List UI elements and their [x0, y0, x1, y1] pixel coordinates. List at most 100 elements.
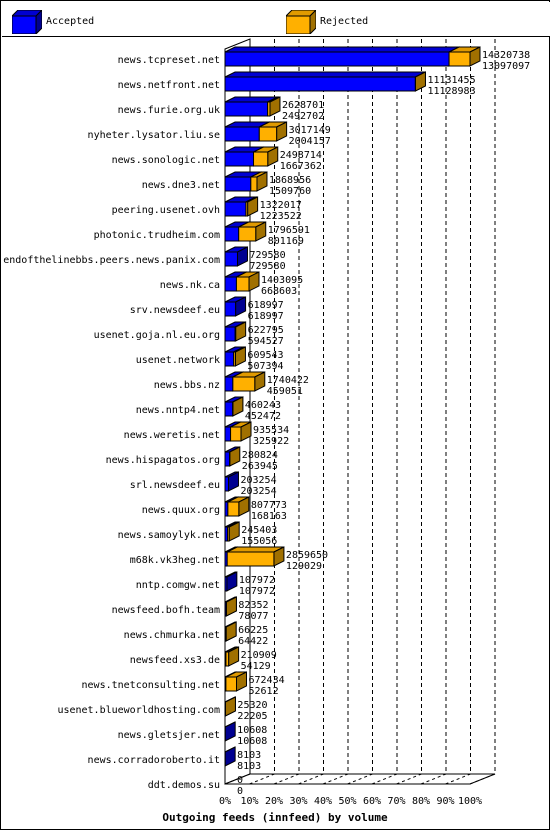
host-label: news.weretis.net: [124, 430, 220, 441]
floor-tick: [347, 773, 373, 785]
x-tick-label: 10%: [240, 796, 258, 807]
accepted-value-label: 2492702: [282, 111, 324, 122]
rejected-value-label: 203254: [240, 475, 276, 486]
host-label: usenet.goja.nl.eu.org: [94, 330, 220, 341]
accepted-value-label: 325922: [253, 436, 289, 447]
rejected-value-label: 11131455: [427, 75, 475, 86]
host-label: news.corradoroberto.it: [88, 755, 220, 766]
host-label: news.chmurka.net: [124, 630, 220, 641]
accepted-value-label: 0: [237, 786, 243, 797]
legend-rejected: Rejected: [284, 8, 406, 36]
host-label: endofthelinebbs.peers.news.panix.com: [3, 255, 220, 266]
host-label: srl.newsdeef.eu: [130, 480, 220, 491]
accepted-value-label: 54129: [241, 661, 271, 672]
floor-tick: [469, 773, 496, 785]
accepted-value-label: 64422: [238, 636, 268, 647]
host-label: usenet.blueworldhosting.com: [57, 705, 220, 716]
rejected-value-label: 2859650: [286, 550, 328, 561]
rejected-value-label: 1322017: [260, 200, 302, 211]
accepted-bar-top: [224, 46, 460, 53]
host-label: news.dne3.net: [142, 180, 220, 191]
rejected-bar: [267, 101, 271, 117]
x-tick-label: 30%: [289, 796, 307, 807]
accepted-bar: [224, 276, 237, 292]
accepted-value-label: 22205: [237, 711, 267, 722]
accepted-value-label: 801169: [268, 236, 304, 247]
rejected-bar: [448, 51, 471, 67]
floor-tick: [445, 773, 471, 785]
legend: Accepted Rejected: [2, 2, 550, 37]
rejected-bar: [258, 126, 278, 142]
floor-tick: [322, 773, 349, 785]
host-label: m68k.vk3heg.net: [130, 555, 220, 566]
host-label: news.samoylyk.net: [118, 530, 220, 541]
host-label: newsfeed.xs3.de: [130, 655, 220, 666]
accepted-value-label: 11128983: [427, 86, 475, 97]
rejected-value-label: 1403095: [261, 275, 303, 286]
x-tick-label: 90%: [436, 796, 454, 807]
accepted-bar: [224, 351, 235, 367]
rejected-bar: [238, 226, 257, 242]
host-label: news.sonologic.net: [112, 155, 220, 166]
accepted-bar-top: [224, 71, 426, 78]
rejected-value-label: 807773: [251, 500, 287, 511]
accepted-value-label: 594527: [248, 336, 284, 347]
accepted-value-label: 129029: [286, 561, 322, 572]
accepted-bar: [224, 251, 238, 267]
rejected-value-label: 1740422: [267, 375, 309, 386]
legend-accepted: Accepted: [10, 8, 132, 36]
accepted-value-label: 1223522: [260, 211, 302, 222]
host-label: news.tcpreset.net: [118, 55, 220, 66]
floor-tick: [396, 773, 422, 785]
accepted-bar: [224, 301, 237, 317]
rejected-value-label: 107972: [239, 575, 275, 586]
host-label: news.bbs.nz: [154, 380, 220, 391]
accepted-value-label: 107972: [239, 586, 275, 597]
floor-tick: [249, 773, 275, 785]
rejected-value-label: 1796591: [268, 225, 310, 236]
floor-tick: [371, 773, 398, 785]
rejected-value-label: 672434: [249, 675, 285, 686]
rejected-value-label: 66225: [238, 625, 268, 636]
rejected-value-label: 8103: [237, 750, 261, 761]
host-label: nyheter.lysator.liu.se: [88, 130, 220, 141]
host-label: news.hispagatos.org: [106, 455, 220, 466]
accepted-bar: [224, 476, 229, 492]
rejected-value-label: 609543: [247, 350, 283, 361]
rejected-value-label: 14320738: [482, 50, 530, 61]
host-label: news.tnetconsulting.net: [82, 680, 220, 691]
accepted-value-label: 203254: [240, 486, 276, 497]
x-tick-label: 80%: [412, 796, 430, 807]
accepted-bar: [224, 51, 450, 67]
accepted-bar: [224, 126, 260, 142]
floor-tick: [298, 773, 324, 785]
accepted-value-label: 459051: [267, 386, 303, 397]
x-tick-label: 0%: [219, 796, 231, 807]
host-label: nntp.comgw.net: [136, 580, 220, 591]
rejected-bar: [227, 526, 230, 542]
accepted-value-label: 78077: [238, 611, 268, 622]
accepted-bar: [224, 201, 247, 217]
accepted-value-label: 2004157: [289, 136, 331, 147]
rejected-value-label: 622795: [248, 325, 284, 336]
rejected-bar: [225, 651, 230, 667]
accepted-value-label: 507394: [247, 361, 283, 372]
rejected-value-label: 10608: [237, 725, 267, 736]
x-tick-label: 40%: [314, 796, 332, 807]
rejected-value-label: 935534: [253, 425, 289, 436]
host-label: news.furie.org.uk: [118, 105, 220, 116]
rejected-bar: [235, 276, 250, 292]
x-tick-label: 100%: [458, 796, 482, 807]
x-tick-label: 50%: [338, 796, 356, 807]
accepted-value-label: 8103: [237, 761, 261, 772]
rejected-value-label: 245403: [241, 525, 277, 536]
accepted-value-label: 263945: [242, 461, 278, 472]
rejected-bar: [226, 551, 275, 567]
accepted-bar: [224, 76, 416, 92]
rejected-bar: [227, 501, 240, 517]
accepted-bar: [224, 426, 232, 442]
host-label: ddt.demos.su: [148, 780, 220, 791]
rejected-bar: [232, 376, 256, 392]
rejected-value-label: 3017149: [289, 125, 331, 136]
